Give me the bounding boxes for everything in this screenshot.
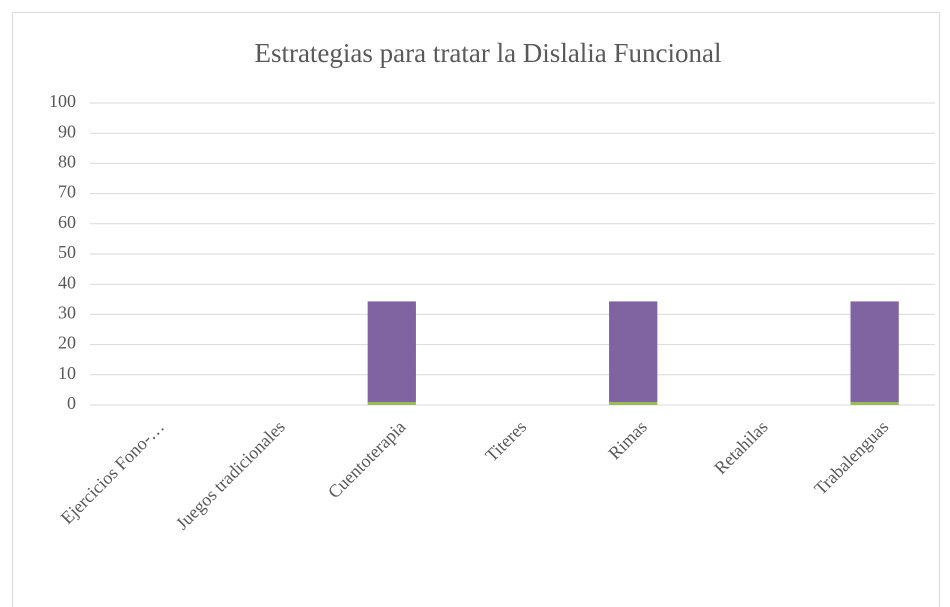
bar	[609, 401, 658, 405]
bar	[850, 301, 899, 402]
bar	[609, 301, 658, 402]
y-tick-label: 0	[67, 393, 76, 413]
y-tick-label: 20	[58, 333, 76, 353]
chart-title: Estrategias para tratar la Dislalia Func…	[254, 38, 721, 68]
y-tick-label: 90	[58, 121, 76, 141]
y-tick-label: 80	[58, 152, 76, 172]
bar	[850, 401, 899, 405]
y-tick-label: 40	[58, 272, 76, 292]
y-tick-label: 100	[49, 91, 76, 111]
bar	[367, 301, 416, 402]
y-tick-label: 70	[58, 182, 76, 202]
y-tick-label: 60	[58, 212, 76, 232]
y-tick-label: 10	[58, 363, 76, 383]
chart-border	[12, 12, 940, 607]
y-tick-label: 50	[58, 242, 76, 262]
y-tick-label: 30	[58, 303, 76, 323]
bar	[367, 401, 416, 405]
